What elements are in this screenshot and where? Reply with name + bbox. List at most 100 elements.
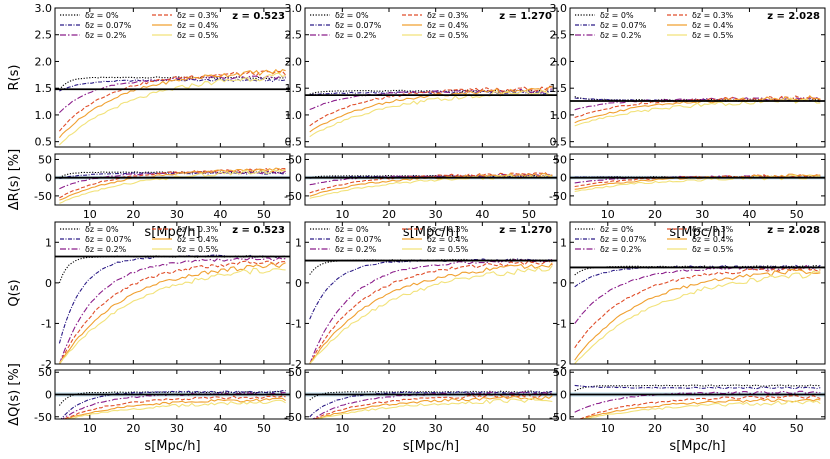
y-axis-label: ΔR(s) [%] (7, 149, 22, 210)
y-tick-label: -1 (291, 317, 302, 330)
x-tick-label: 30 (429, 422, 443, 435)
x-tick-label: 40 (475, 422, 489, 435)
y-tick-label: 0 (295, 389, 302, 402)
legend-entry-5: δz = 0.5% (427, 245, 469, 254)
legend-entry-0: δz = 0% (335, 225, 369, 234)
y-tick-label: 1.0 (550, 109, 568, 122)
axes-frame (304, 221, 558, 365)
y-tick-label: 1.0 (35, 109, 53, 122)
series-line-4 (574, 268, 821, 361)
axes-frame (304, 7, 558, 148)
legend-entry-4: δz = 0.4% (692, 21, 734, 30)
x-tick-label: 20 (126, 422, 140, 435)
y-axis-label: ΔQ(s) [%] (7, 363, 22, 426)
series-line-5 (316, 397, 553, 419)
series-line-4 (58, 262, 286, 364)
x-tick-label: 30 (429, 208, 443, 221)
y-tick-label: -50 (549, 411, 567, 424)
plot-grid: 0.51.01.52.02.53.0R(s)δz = 0%δz = 0.07%δ… (7, 2, 826, 454)
legend-entry-2: δz = 0.2% (600, 31, 642, 40)
y-tick-label: -2 (556, 358, 567, 371)
series-line-4 (315, 395, 553, 419)
series-line-1 (574, 384, 821, 390)
x-tick-label: 40 (213, 422, 227, 435)
x-tick-label: 40 (475, 208, 489, 221)
y-tick-label: 0 (560, 389, 567, 402)
series-line-1 (59, 77, 286, 92)
series-line-0 (58, 254, 286, 284)
series-line-4 (581, 398, 821, 419)
legend-entry-0: δz = 0% (85, 225, 119, 234)
x-axis-label: s[Mpc/h] (403, 439, 459, 454)
series-line-0 (309, 390, 553, 401)
x-tick-label: 20 (382, 422, 396, 435)
series-line-2 (59, 75, 286, 114)
y-tick-label: 0 (295, 172, 302, 185)
panel-2-1: -2 -1 0 1 δz = 0%δz = 0.07%δz = 0.2% δz = 0.3… (291, 221, 558, 371)
x-tick-label: 50 (522, 208, 536, 221)
y-tick-label: 1 (295, 236, 302, 249)
y-tick-label: -2 (41, 358, 52, 371)
series-line-5 (309, 174, 553, 199)
series-line-1 (309, 258, 553, 320)
series-line-2 (58, 257, 286, 364)
series-line-5 (309, 89, 553, 138)
x-tick-label: 50 (257, 422, 271, 435)
legend-entry-5: δz = 0.5% (427, 31, 469, 40)
x-tick-label: 50 (257, 208, 271, 221)
redshift-label: z = 0.523 (232, 11, 285, 22)
series-line-0 (58, 76, 286, 91)
panel-3-0: -50 0 50 10 20 30 40 50 ΔQ(s) [%] s[Mpc/h] (7, 363, 291, 454)
x-tick-label: 10 (601, 208, 615, 221)
x-tick-label: 20 (382, 208, 396, 221)
x-axis-label: s[Mpc/h] (669, 439, 725, 454)
y-axis-label: R(s) (7, 65, 22, 91)
legend-entry-0: δz = 0% (85, 11, 119, 20)
legend-entry-1: δz = 0.07% (335, 21, 382, 30)
legend-entry-2: δz = 0.2% (335, 245, 377, 254)
panel-3-2: -50 0 50 10 20 30 40 50 s[Mpc/h] (549, 366, 826, 454)
legend-entry-5: δz = 0.5% (692, 245, 734, 254)
series-group (309, 85, 553, 138)
legend-entry-2: δz = 0.2% (85, 31, 127, 40)
y-tick-label: -50 (284, 190, 302, 203)
y-tick-label: 3.0 (550, 2, 568, 15)
series-line-3 (62, 395, 286, 419)
y-tick-label: 0 (560, 277, 567, 290)
redshift-label: z = 1.270 (499, 225, 552, 236)
legend-entry-5: δz = 0.5% (692, 31, 734, 40)
series-line-5 (580, 400, 821, 419)
y-axis-label: Q(s) (7, 279, 22, 306)
legend-entry-2: δz = 0.2% (600, 245, 642, 254)
y-tick-label: 0.5 (550, 136, 568, 149)
legend-entry-2: δz = 0.2% (335, 31, 377, 40)
y-tick-label: 0.5 (35, 136, 53, 149)
axes-frame (304, 153, 558, 206)
legend-entry-3: δz = 0.3% (692, 11, 734, 20)
redshift-label: z = 2.028 (767, 11, 820, 22)
redshift-label: z = 1.270 (499, 11, 552, 22)
y-tick-label: 0 (560, 172, 567, 185)
y-tick-label: 3.0 (285, 2, 303, 15)
series-line-4 (309, 262, 553, 364)
y-tick-label: -1 (556, 317, 567, 330)
y-tick-label: -50 (34, 411, 52, 424)
series-line-4 (574, 173, 821, 190)
y-tick-label: 2.0 (35, 55, 53, 68)
series-line-3 (58, 70, 287, 132)
x-tick-label: 40 (742, 422, 756, 435)
x-tick-label: 30 (170, 422, 184, 435)
x-tick-label: 40 (213, 208, 227, 221)
series-line-3 (309, 260, 553, 364)
legend-entry-0: δz = 0% (600, 11, 634, 20)
legend-entry-4: δz = 0.4% (177, 235, 219, 244)
y-tick-label: 1.5 (35, 82, 53, 95)
series-line-3 (312, 393, 553, 419)
x-tick-label: 10 (83, 208, 97, 221)
series-line-1 (60, 390, 286, 419)
panel-2-0: -2 -1 0 1 Q(s) δz = 0%δz = 0.07%δz = 0.2% δz =… (7, 221, 291, 371)
legend-entry-3: δz = 0.3% (427, 225, 469, 234)
series-line-5 (58, 267, 286, 364)
